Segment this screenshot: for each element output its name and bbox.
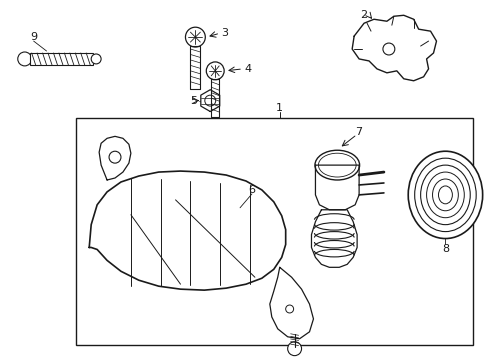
Circle shape <box>109 151 121 163</box>
Circle shape <box>204 95 215 106</box>
Text: 5: 5 <box>189 96 197 105</box>
Ellipse shape <box>314 150 359 180</box>
Text: 8: 8 <box>441 244 448 255</box>
Text: 9: 9 <box>30 32 37 42</box>
Circle shape <box>91 54 101 64</box>
Text: 6: 6 <box>248 185 255 195</box>
Text: 1: 1 <box>276 103 283 113</box>
Circle shape <box>285 305 293 313</box>
Ellipse shape <box>407 151 482 239</box>
Circle shape <box>382 43 394 55</box>
Text: 4: 4 <box>244 64 251 74</box>
Circle shape <box>185 27 205 47</box>
Circle shape <box>287 342 301 356</box>
Text: 2: 2 <box>360 10 367 20</box>
Bar <box>30 53 93 65</box>
Circle shape <box>18 52 32 66</box>
Circle shape <box>206 62 224 80</box>
Text: 3: 3 <box>221 28 228 38</box>
Bar <box>76 118 472 345</box>
Text: 7: 7 <box>355 127 362 138</box>
